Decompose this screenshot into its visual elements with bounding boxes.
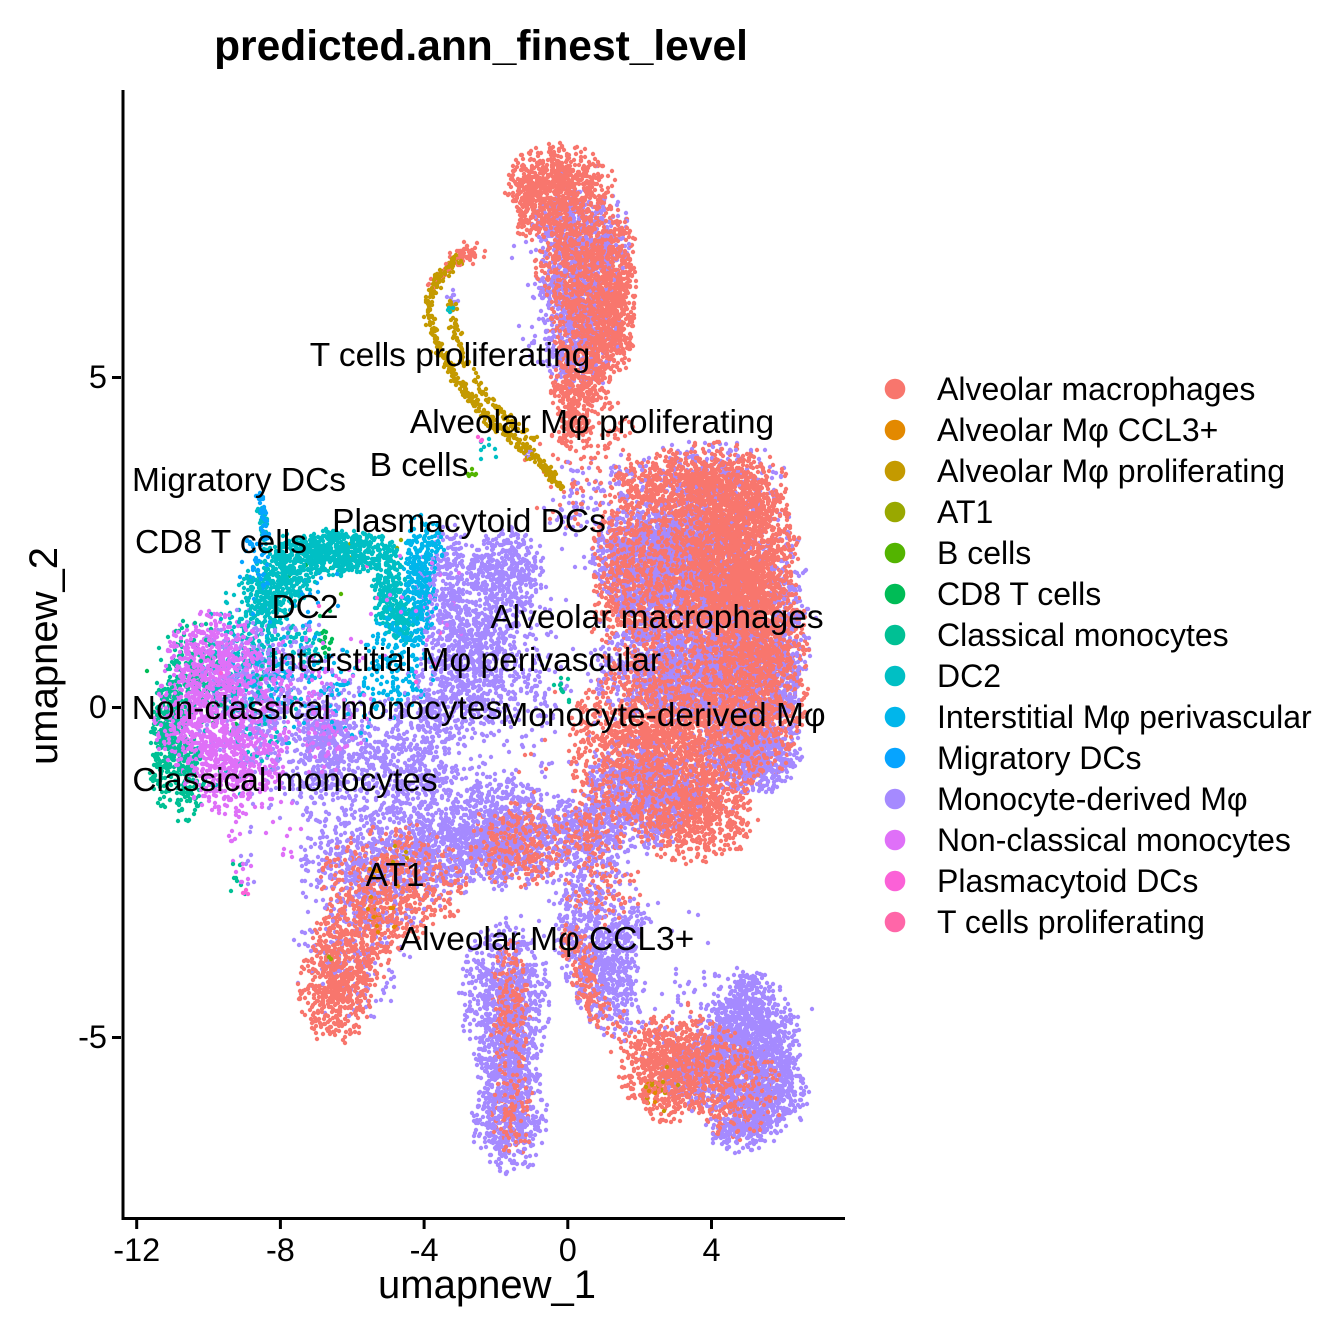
- svg-text:Alveolar Mφ CCL3+: Alveolar Mφ CCL3+: [937, 412, 1218, 448]
- svg-text:Plasmacytoid DCs: Plasmacytoid DCs: [937, 863, 1198, 899]
- svg-text:Monocyte-derived Mφ: Monocyte-derived Mφ: [500, 697, 825, 734]
- svg-text:B cells: B cells: [370, 447, 469, 484]
- svg-text:4: 4: [702, 1232, 720, 1268]
- svg-text:Alveolar Mφ CCL3+: Alveolar Mφ CCL3+: [400, 921, 694, 958]
- svg-text:Monocyte-derived Mφ: Monocyte-derived Mφ: [937, 781, 1248, 817]
- svg-text:Migratory DCs: Migratory DCs: [132, 462, 346, 499]
- svg-text:B cells: B cells: [937, 535, 1031, 571]
- svg-text:Plasmacytoid DCs: Plasmacytoid DCs: [332, 503, 606, 540]
- svg-text:Interstitial Mφ perivascular: Interstitial Mφ perivascular: [269, 642, 661, 679]
- svg-text:DC2: DC2: [271, 589, 338, 626]
- svg-text:T cells proliferating: T cells proliferating: [310, 337, 591, 374]
- svg-text:CD8 T cells: CD8 T cells: [937, 576, 1101, 612]
- svg-text:umapnew_2: umapnew_2: [22, 547, 66, 765]
- svg-text:Interstitial Mφ perivascular: Interstitial Mφ perivascular: [937, 699, 1312, 735]
- svg-text:Non-classical monocytes: Non-classical monocytes: [132, 690, 503, 727]
- svg-text:-8: -8: [266, 1232, 295, 1268]
- svg-text:Alveolar macrophages: Alveolar macrophages: [490, 599, 823, 636]
- svg-text:0: 0: [559, 1232, 577, 1268]
- svg-text:-12: -12: [113, 1232, 160, 1268]
- svg-text:T cells proliferating: T cells proliferating: [937, 904, 1205, 940]
- svg-text:DC2: DC2: [937, 658, 1001, 694]
- svg-text:0: 0: [89, 689, 107, 725]
- svg-text:umapnew_1: umapnew_1: [378, 1263, 596, 1307]
- svg-text:-5: -5: [78, 1019, 107, 1055]
- svg-text:-4: -4: [410, 1232, 439, 1268]
- svg-text:predicted.ann_finest_level: predicted.ann_finest_level: [214, 23, 748, 70]
- svg-text:AT1: AT1: [937, 494, 993, 530]
- svg-text:Alveolar macrophages: Alveolar macrophages: [937, 371, 1255, 407]
- svg-text:CD8 T cells: CD8 T cells: [135, 524, 307, 561]
- svg-text:Alveolar Mφ proliferating: Alveolar Mφ proliferating: [937, 453, 1285, 489]
- svg-text:Classical monocytes: Classical monocytes: [132, 762, 437, 799]
- svg-text:Migratory DCs: Migratory DCs: [937, 740, 1141, 776]
- svg-text:Non-classical monocytes: Non-classical monocytes: [937, 822, 1291, 858]
- svg-text:Classical monocytes: Classical monocytes: [937, 617, 1229, 653]
- svg-text:Alveolar Mφ proliferating: Alveolar Mφ proliferating: [410, 404, 774, 441]
- svg-text:5: 5: [89, 359, 107, 395]
- svg-text:AT1: AT1: [366, 857, 425, 894]
